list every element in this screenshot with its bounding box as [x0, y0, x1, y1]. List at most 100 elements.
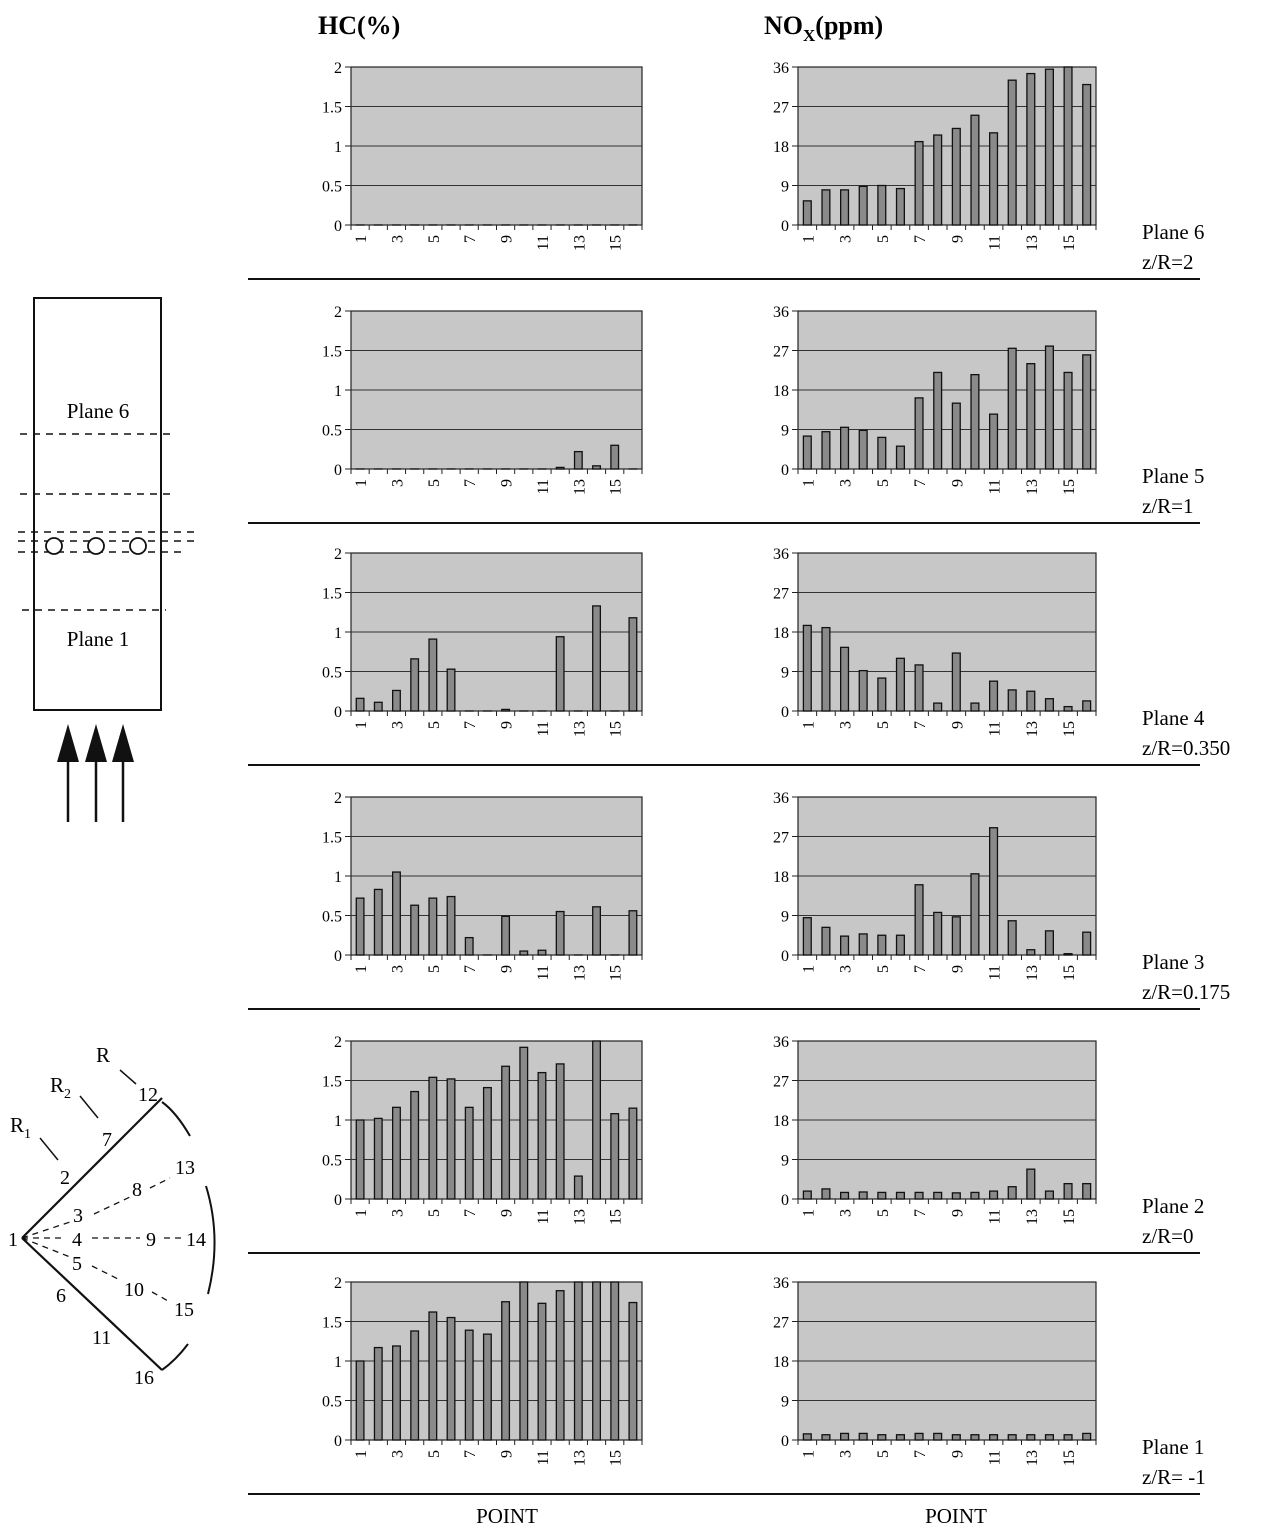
x-tick-label: 11 [987, 1450, 1004, 1465]
bar [989, 1190, 999, 1200]
bar [989, 413, 999, 470]
bar [1082, 354, 1092, 470]
y-tick-label: 9 [781, 909, 789, 926]
bar [1007, 347, 1017, 470]
bar [914, 1191, 924, 1200]
bar [914, 1432, 924, 1441]
x-tick-label: 11 [535, 235, 552, 250]
x-tick-label: 13 [571, 721, 588, 737]
x-tick-label: 13 [571, 965, 588, 981]
x-tick-label: 9 [499, 235, 516, 243]
bar [1044, 930, 1054, 956]
bar [933, 702, 943, 712]
bar [555, 466, 565, 470]
x-tick-label: 15 [1061, 721, 1078, 737]
bar [519, 1281, 529, 1441]
x-tick-label: 5 [875, 1209, 892, 1217]
y-tick-label: 18 [773, 383, 789, 400]
x-tick-label: 7 [462, 1450, 479, 1458]
point-label: 9 [146, 1229, 156, 1251]
bar [989, 680, 999, 712]
y-tick-label: 18 [773, 1354, 789, 1371]
bar [933, 911, 943, 956]
bar [802, 1433, 812, 1441]
point-label: 10 [124, 1279, 144, 1301]
bar [628, 617, 638, 712]
bar [1082, 83, 1092, 226]
bar [1044, 698, 1054, 712]
bar [428, 1311, 438, 1441]
y-tick-label: 0 [334, 218, 342, 235]
bar [895, 1434, 905, 1441]
x-tick-label: 9 [949, 1209, 966, 1217]
bar [482, 1086, 492, 1200]
bar [410, 904, 420, 956]
x-tick-label: 1 [800, 235, 817, 243]
x-tick-label: 15 [1061, 965, 1078, 981]
y-tick-label: 1.5 [322, 830, 342, 847]
bar [1063, 1182, 1073, 1200]
x-tick-label: 3 [389, 235, 406, 243]
bar [519, 1046, 529, 1200]
bar [1063, 953, 1073, 956]
point-label: 4 [72, 1229, 82, 1251]
bar [1044, 1434, 1054, 1441]
x-tick-label: 1 [800, 479, 817, 487]
bar [446, 1316, 456, 1441]
y-tick-label: 36 [773, 1034, 789, 1051]
bar [970, 873, 980, 956]
x-tick-label: 5 [426, 479, 443, 487]
bar [1044, 345, 1054, 470]
bar [951, 402, 961, 470]
bar [573, 1281, 583, 1441]
bar [1044, 1190, 1054, 1200]
y-tick-label: 18 [773, 625, 789, 642]
flow-arrows [57, 724, 134, 822]
plane-name-label: Plane 2 [1142, 1194, 1204, 1218]
measurement-point-diagram: R R2 R1 1 2 3 4 5 6 7 8 9 10 11 12 13 14… [8, 1043, 216, 1389]
y-tick-label: 0 [334, 462, 342, 479]
bar [355, 1119, 365, 1200]
plane-name-label: Plane 1 [1142, 1435, 1204, 1459]
bar [858, 669, 868, 712]
y-tick-label: 2 [334, 1275, 342, 1292]
y-tick-label: 1.5 [322, 100, 342, 117]
bar [914, 664, 924, 712]
bar [1044, 68, 1054, 226]
bar [802, 200, 812, 226]
x-tick-label: 9 [499, 1450, 516, 1458]
y-tick-label: 2 [334, 546, 342, 563]
plane-name-label: Plane 6 [1142, 220, 1204, 244]
nox-header-subscript: X [803, 26, 816, 45]
x-tick-label: 5 [875, 479, 892, 487]
bar [989, 132, 999, 226]
jet-orifice [129, 537, 147, 555]
x-tick-label: 11 [987, 965, 1004, 980]
y-tick-label: 1 [334, 1113, 342, 1130]
hc-plane3-chart: 00.511.521 3 5 7 9 11 13 15 [322, 790, 643, 981]
bar [877, 677, 887, 712]
bar [914, 140, 924, 226]
y-tick-label: 0 [781, 218, 789, 235]
bar [610, 1281, 620, 1441]
radius-label-outer: R [96, 1043, 110, 1067]
bar [877, 436, 887, 470]
bar [1007, 920, 1017, 956]
point-label: 1 [8, 1229, 18, 1251]
bar [858, 1191, 868, 1200]
radius-label-mid: R2 [50, 1073, 71, 1102]
bar [1026, 1434, 1036, 1441]
bar [464, 936, 474, 956]
bar [821, 1188, 831, 1200]
x-tick-label: 15 [1061, 1450, 1078, 1466]
y-tick-label: 1 [334, 625, 342, 642]
radius-label-inner: R1 [10, 1113, 31, 1142]
x-tick-label: 3 [838, 235, 855, 243]
y-tick-label: 0 [781, 1433, 789, 1450]
x-tick-label: 5 [875, 235, 892, 243]
x-tick-label: 3 [389, 721, 406, 729]
y-tick-label: 0.5 [322, 1153, 342, 1170]
